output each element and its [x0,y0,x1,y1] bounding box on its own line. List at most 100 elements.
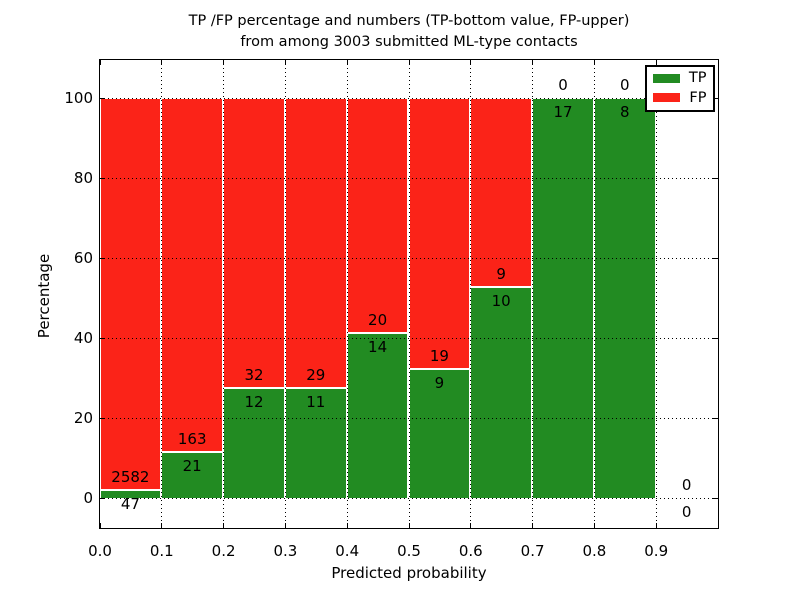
x-tick-label: 0.8 [582,542,607,560]
y-tick-label: 100 [64,88,93,107]
y-tick-mark-right [712,257,718,259]
y-tick-mark-left [99,497,105,499]
y-tick-label: 80 [73,168,93,187]
bar-segment-tp [532,97,594,498]
fp-count-label: 29 [306,365,326,384]
bar-group [161,97,224,498]
x-tick-mark-bottom [223,522,225,528]
chart-title: TP /FP percentage and numbers (TP-bottom… [100,11,718,53]
legend-entry-fp: FP [652,90,707,106]
gridline-vertical [284,59,286,528]
y-tick-mark-right [712,417,718,419]
x-tick-mark-top [408,59,410,65]
tp-count-label: 14 [368,337,388,356]
gridline-vertical [346,59,348,528]
x-tick-mark-top [346,59,348,65]
x-tick-mark-bottom [532,522,534,528]
x-tick-label: 0.5 [397,542,421,560]
fp-count-label: 19 [429,346,449,365]
plot-area: 2582 47 163 21 32 12 29 11 20 14 19 9 9 10 0 17 0 8 0 0 TP F… [98,58,719,529]
fp-count-label: 163 [177,429,207,448]
fp-count-label: 0 [681,475,692,494]
y-tick-mark-left [99,337,105,339]
y-tick-mark-right [712,97,718,99]
fp-count-label: 0 [558,75,568,94]
x-tick-label: 0.6 [458,542,483,560]
bar-segment-fp [470,97,533,287]
x-tick-mark-bottom [99,522,101,528]
x-tick-mark-bottom [284,522,286,528]
fp-count-label: 32 [244,366,264,385]
bar-segment-tp [99,490,162,498]
x-tick-label: 0.9 [644,542,669,560]
y-tick-mark-right [712,337,718,339]
x-tick-mark-bottom [161,522,163,528]
x-tick-label: 0.4 [335,542,360,560]
x-tick-label: 0.2 [211,542,236,560]
legend: TP FP [644,64,715,112]
gridline-vertical [655,59,657,528]
bar-segment-tp [346,332,409,498]
x-tick-mark-bottom [593,522,595,528]
bar-segment-fp [99,97,162,491]
x-tick-mark-top [470,59,472,65]
bar-group [532,97,594,498]
y-tick-mark-right [712,497,718,499]
y-tick-mark-left [99,417,105,419]
y-tick-mark-left [99,97,105,99]
chart-title-line1: TP /FP percentage and numbers (TP-bottom… [188,13,630,29]
y-tick-mark-left [99,257,105,259]
x-tick-mark-bottom [655,522,657,528]
gridline-vertical [593,59,595,528]
gridline-vertical [470,59,472,528]
fp-count-label: 20 [368,310,388,329]
bar-segment-fp [161,97,224,452]
bar-segment-fp [223,97,285,389]
fp-count-label: 9 [496,264,506,283]
fp-count-label: 2582 [111,468,150,487]
legend-label-tp: TP [688,70,707,87]
tp-count-label: 17 [553,102,573,121]
x-tick-label: 0.7 [520,542,545,560]
x-tick-mark-top [655,59,657,65]
x-tick-mark-bottom [346,522,348,528]
tp-count-label: 10 [491,291,511,310]
x-tick-mark-top [532,59,534,65]
x-tick-mark-top [284,59,286,65]
tp-count-label: 9 [434,373,445,392]
x-tick-label: 0.0 [88,542,112,560]
bar-group [470,97,533,498]
bar-group [99,97,162,498]
bar-segment-fp [346,97,409,333]
x-tick-label: 0.1 [149,542,174,560]
gridline-vertical [408,59,410,528]
legend-swatch-fp [652,93,680,103]
x-axis-label: Predicted probability [331,564,487,582]
bar-segment-tp [408,368,471,498]
bar-segment-tp [470,286,533,498]
gridline-vertical [532,59,534,528]
bar-group [346,97,409,498]
bar-segment-tp [593,97,656,498]
bar-group [284,97,347,498]
y-tick-label: 40 [73,328,93,347]
tp-count-label: 11 [306,392,326,411]
x-tick-mark-top [99,59,101,65]
tp-count-label: 8 [620,102,630,121]
gridline-vertical [161,59,163,528]
bar-group [223,97,285,498]
chart-title-line2: from among 3003 submitted ML-type contac… [240,34,578,50]
tp-count-label: 21 [182,456,202,475]
fp-count-label: 0 [620,75,630,94]
tp-count-label: 12 [244,393,264,412]
y-tick-label: 60 [73,248,93,267]
gridline-vertical [223,59,225,528]
y-tick-mark-left [99,177,105,179]
tp-count-label: 0 [681,502,692,521]
y-tick-mark-right [712,177,718,179]
x-tick-mark-top [593,59,595,65]
x-tick-label: 0.3 [273,542,298,560]
bar-group [408,97,471,498]
bar-segment-fp [408,97,471,369]
